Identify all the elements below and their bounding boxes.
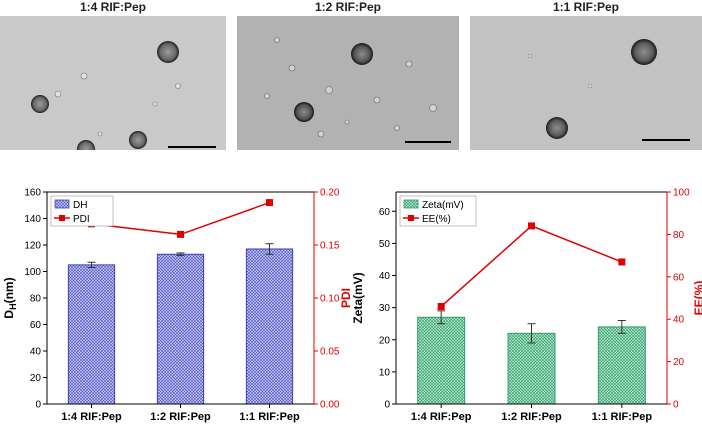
y2-tick-label: 40: [673, 315, 685, 326]
line-point-1: [528, 222, 535, 230]
y-tick-label: 20: [30, 373, 42, 384]
y-tick-label: 160: [24, 188, 41, 199]
y-axis-label: Zeta(mV): [351, 272, 365, 323]
legend-marker-line: [408, 215, 414, 221]
y-tick-label: 60: [30, 320, 42, 331]
y2-tick-label: 60: [673, 272, 685, 283]
tem-particle: [351, 43, 373, 65]
y-tick-label: 0: [35, 400, 41, 411]
tem-particle: [157, 41, 179, 63]
bar-0: [417, 316, 466, 405]
y-tick-label: 60: [379, 207, 391, 218]
tem-background: [470, 16, 702, 150]
tem-image-3: [470, 16, 702, 150]
y-tick-label: 10: [379, 367, 391, 378]
x-tick-label: 1:2 RIF:Pep: [150, 411, 211, 423]
tem-image-1: [0, 16, 226, 150]
y-tick-label: 140: [24, 214, 41, 225]
tem-image-2: [237, 16, 459, 150]
y-tick-label: 80: [30, 294, 42, 305]
legend-label-bar: DH: [73, 200, 87, 211]
tem-title-2: 1:2 RIF:Pep: [314, 0, 381, 14]
tem-particle: [631, 39, 657, 65]
y2-axis-label: PDI: [339, 288, 353, 308]
chart-zeta-ee: 0 10 20 30 40 50 60 0 20 40 60 80 100 1:4 RIF:Pep 1:2 …: [351, 188, 702, 424]
line-point-1: [177, 230, 184, 238]
y-tick-label: 40: [379, 271, 391, 282]
line-point-2: [618, 258, 626, 266]
tem-particle: [77, 140, 95, 150]
bar-1: [156, 253, 205, 405]
legend-label-line: PDI: [73, 214, 90, 225]
series-line: [91, 201, 270, 236]
y2-tick-label: 20: [673, 357, 685, 368]
bar-1: [507, 332, 556, 405]
legend-swatch-bar: [403, 199, 419, 209]
tem-title-1: 1:4 RIF:Pep: [79, 0, 146, 14]
y2-tick-label: 100: [673, 188, 690, 199]
tem-particle: [294, 102, 314, 122]
y-tick-label: 50: [379, 239, 391, 250]
x-tick-label: 1:1 RIF:Pep: [592, 411, 653, 423]
x-tick-label: 1:4 RIF:Pep: [411, 411, 472, 423]
y2-tick-label: 80: [673, 230, 685, 241]
chart-dh-pdi: 0 20 40 60 80 100 120 140 160 0.00 0.05 0.10 0.15 0.2…: [2, 188, 353, 424]
legend-marker-line: [59, 215, 65, 221]
y2-tick-label: 0.05: [320, 347, 340, 358]
y-tick-label: 120: [24, 241, 41, 252]
y2-tick-label: 0.10: [320, 294, 340, 305]
tem-background: [0, 16, 226, 150]
y2-tick-label: 0: [673, 400, 679, 411]
y2-axis-label: EE(%): [692, 281, 702, 316]
x-tick-label: 1:4 RIF:Pep: [61, 411, 122, 423]
series-line: [440, 225, 623, 308]
y-tick-label: 20: [379, 335, 391, 346]
y-axis-label: DH(nm): [2, 277, 18, 318]
y2-tick-label: 0.15: [320, 241, 340, 252]
y-tick-label: 100: [24, 267, 41, 278]
legend: Zeta(mV) EE(%): [399, 195, 477, 227]
x-tick-label: 1:2 RIF:Pep: [501, 411, 562, 423]
tem-particle: [129, 131, 147, 149]
bar-2: [597, 326, 646, 405]
y-tick-label: 0: [384, 400, 390, 411]
line-point-2: [266, 199, 273, 207]
y-tick-label: 30: [379, 303, 391, 314]
bar-2: [245, 248, 294, 405]
tem-particle: [31, 95, 49, 113]
legend: DH PDI: [50, 195, 114, 227]
y-tick-label: 40: [30, 347, 42, 358]
line-point-0: [437, 302, 445, 310]
y2-tick-label: 0.00: [320, 400, 340, 411]
x-tick-label: 1:1 RIF:Pep: [239, 411, 300, 423]
tem-background: [237, 16, 459, 150]
y2-tick-label: 0.20: [320, 188, 340, 199]
legend-label-bar: Zeta(mV): [422, 200, 464, 211]
legend-swatch-bar: [54, 199, 70, 209]
legend-label-line: EE(%): [422, 214, 451, 225]
bar-0: [67, 264, 116, 405]
tem-particle: [546, 117, 568, 139]
tem-title-3: 1:1 RIF:Pep: [552, 0, 619, 14]
